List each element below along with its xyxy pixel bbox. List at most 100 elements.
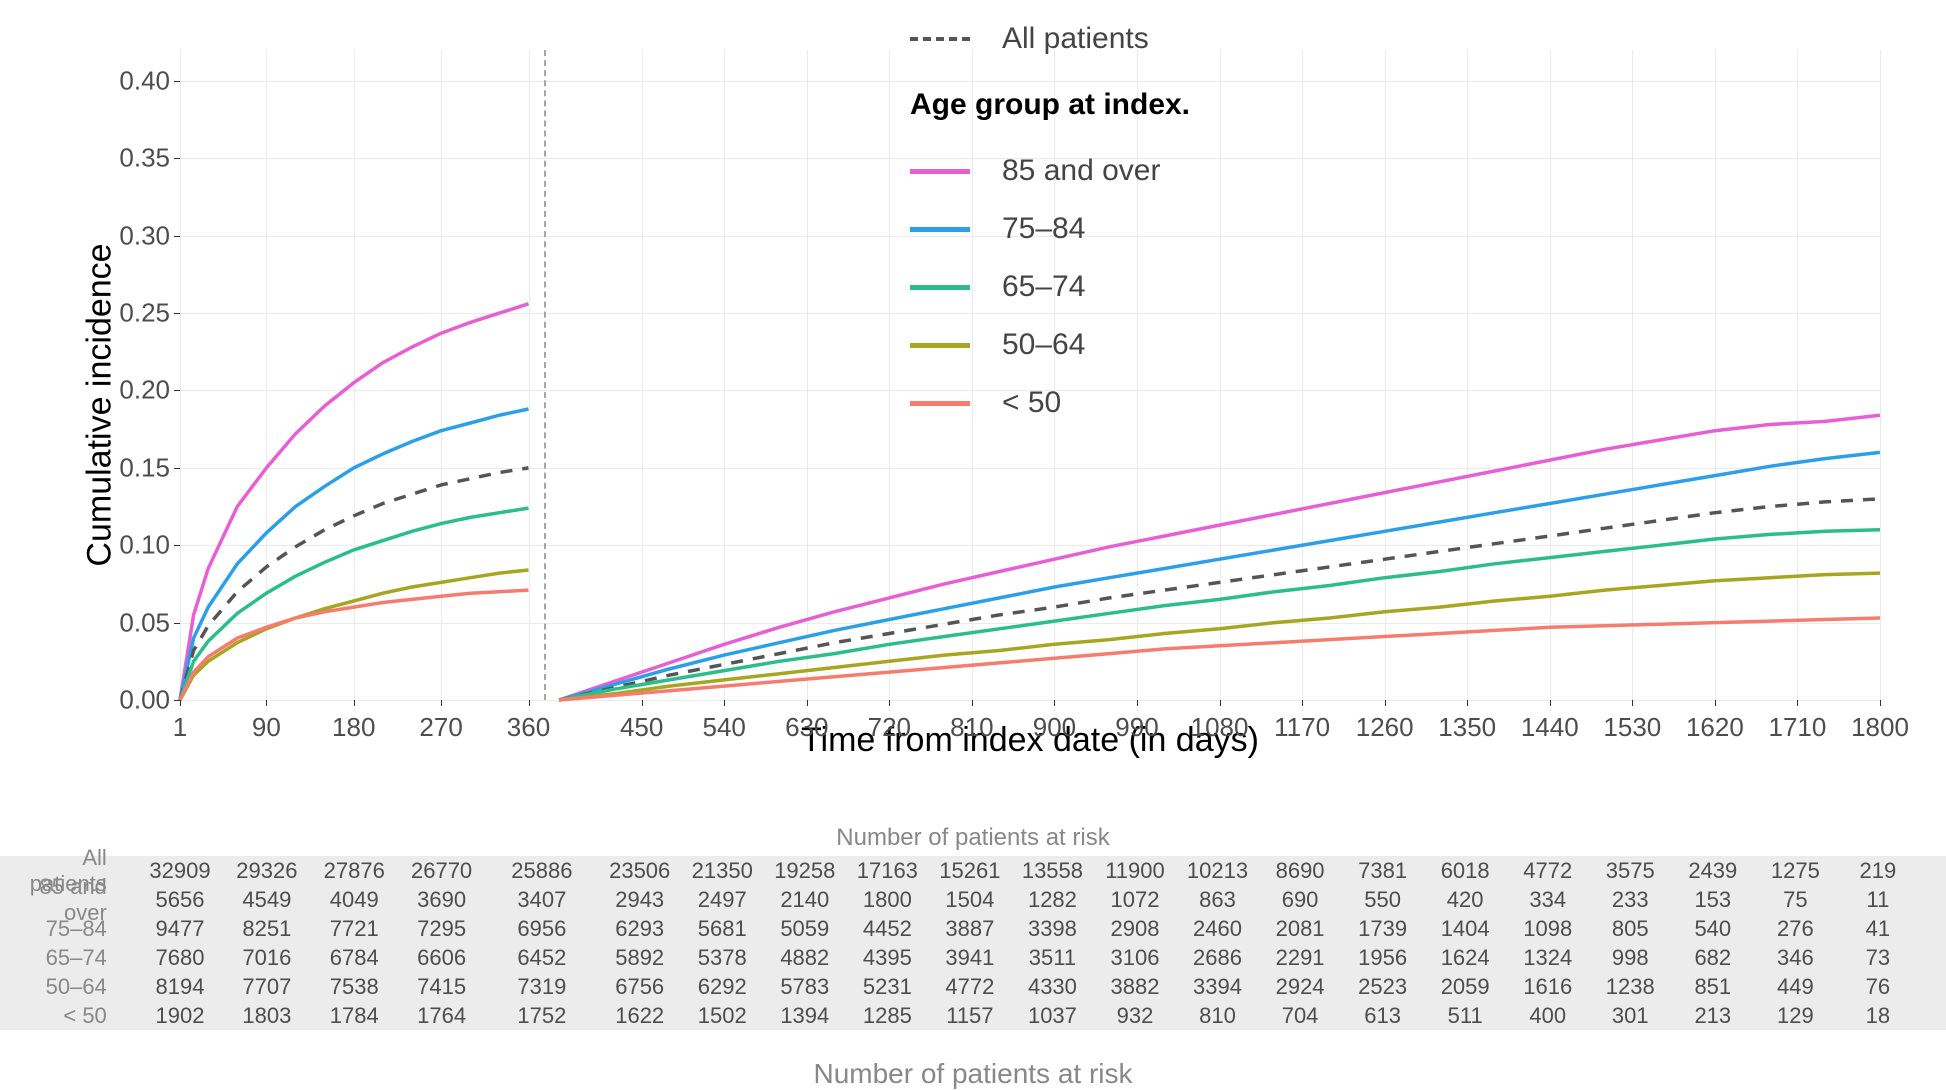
risk-cell: 5656 <box>137 887 223 913</box>
risk-cell: 4549 <box>223 887 310 913</box>
risk-table-row: 75–8494778251772172956956629356815059445… <box>0 914 1946 943</box>
x-tick-label: 1530 <box>1603 712 1661 743</box>
x-tick-mark <box>1137 700 1138 706</box>
risk-cell: 75 <box>1754 887 1837 913</box>
x-tick-mark <box>1385 700 1386 706</box>
risk-cell: 1238 <box>1589 974 1672 1000</box>
x-tick-label: 90 <box>252 712 281 743</box>
y-axis-title: Cumulative incidence <box>81 243 120 566</box>
risk-cell: 7295 <box>398 916 485 942</box>
risk-row-label: < 50 <box>0 1003 137 1029</box>
risk-row-label: 75–84 <box>0 916 137 942</box>
legend-item: 75–84 <box>910 200 1330 258</box>
x-tick-mark <box>1797 700 1798 706</box>
x-tick-mark <box>180 700 181 706</box>
gridline-horizontal <box>180 700 1880 701</box>
risk-cell: 7415 <box>398 974 485 1000</box>
risk-cell: 3511 <box>1011 945 1094 971</box>
risk-cell: 2439 <box>1672 858 1755 884</box>
series-line-age_75_84 <box>180 409 529 700</box>
x-tick-label: 450 <box>620 712 663 743</box>
risk-cell: 1616 <box>1506 974 1589 1000</box>
risk-cell: 1037 <box>1011 1003 1094 1029</box>
risk-cell: 7721 <box>311 916 398 942</box>
risk-cell: 4772 <box>929 974 1012 1000</box>
risk-cell: 1622 <box>598 1003 681 1029</box>
risk-cell: 6956 <box>485 916 598 942</box>
risk-cell: 73 <box>1837 945 1920 971</box>
risk-cell: 863 <box>1176 887 1259 913</box>
y-tick-mark <box>174 468 180 469</box>
y-tick-label: 0.35 <box>119 143 170 174</box>
risk-cell: 17163 <box>846 858 929 884</box>
x-tick-label: 1800 <box>1851 712 1909 743</box>
x-tick-mark <box>1467 700 1468 706</box>
risk-cell: 1739 <box>1341 916 1424 942</box>
series-line-age_65_74 <box>180 508 529 700</box>
risk-cell: 346 <box>1754 945 1837 971</box>
risk-cell: 1752 <box>485 1003 598 1029</box>
risk-cell: 5059 <box>764 916 847 942</box>
x-tick-mark <box>354 700 355 706</box>
risk-cell: 276 <box>1754 916 1837 942</box>
x-tick-mark <box>724 700 725 706</box>
legend-swatch <box>910 343 970 348</box>
legend-item-all-patients: All patients <box>910 10 1330 68</box>
risk-cell: 2908 <box>1094 916 1177 942</box>
risk-cell: 6292 <box>681 974 764 1000</box>
risk-cell: 26770 <box>398 858 485 884</box>
risk-cell: 2686 <box>1176 945 1259 971</box>
x-tick-label: 720 <box>868 712 911 743</box>
risk-cell: 4772 <box>1506 858 1589 884</box>
risk-cell: 3887 <box>929 916 1012 942</box>
x-tick-label: 1440 <box>1521 712 1579 743</box>
risk-cell: 27876 <box>311 858 398 884</box>
legend-label: 65–74 <box>1002 270 1085 304</box>
risk-cell: 7381 <box>1341 858 1424 884</box>
risk-cell: 1285 <box>846 1003 929 1029</box>
risk-cell: 1394 <box>764 1003 847 1029</box>
risk-cell: 1098 <box>1506 916 1589 942</box>
y-tick-label: 0.00 <box>119 685 170 716</box>
series-line-all <box>180 468 529 700</box>
x-tick-label: 1710 <box>1769 712 1827 743</box>
risk-cell: 9477 <box>137 916 223 942</box>
risk-cell: 41 <box>1837 916 1920 942</box>
panel-divider-line <box>544 50 546 700</box>
x-tick-label: 630 <box>785 712 828 743</box>
risk-cell: 5378 <box>681 945 764 971</box>
risk-cell: 2140 <box>764 887 847 913</box>
risk-table: Number of patients at risk All patients3… <box>0 820 1946 1090</box>
risk-cell: 6018 <box>1424 858 1507 884</box>
series-line-age_75_84 <box>559 452 1880 700</box>
risk-cell: 550 <box>1341 887 1424 913</box>
risk-cell: 2497 <box>681 887 764 913</box>
risk-cell: 1282 <box>1011 887 1094 913</box>
risk-cell: 6293 <box>598 916 681 942</box>
risk-cell: 1956 <box>1341 945 1424 971</box>
risk-table-row: All patients3290929326278762677025886235… <box>0 856 1946 885</box>
y-tick-mark <box>174 158 180 159</box>
legend: All patients Age group at index. 85 and … <box>910 10 1330 432</box>
risk-cell: 1800 <box>846 887 929 913</box>
risk-cell: 704 <box>1259 1003 1342 1029</box>
risk-cell: 5681 <box>681 916 764 942</box>
x-tick-mark <box>972 700 973 706</box>
risk-cell: 129 <box>1754 1003 1837 1029</box>
risk-cell: 1902 <box>137 1003 223 1029</box>
y-tick-mark <box>174 390 180 391</box>
y-tick-label: 0.20 <box>119 375 170 406</box>
x-tick-label: 270 <box>419 712 462 743</box>
risk-cell: 7680 <box>137 945 223 971</box>
risk-cell: 5783 <box>764 974 847 1000</box>
risk-cell: 3882 <box>1094 974 1177 1000</box>
risk-cell: 3398 <box>1011 916 1094 942</box>
risk-cell: 153 <box>1672 887 1755 913</box>
dashed-line-swatch <box>910 37 970 41</box>
risk-cell: 213 <box>1672 1003 1755 1029</box>
legend-swatch <box>910 285 970 290</box>
y-tick-mark <box>174 81 180 82</box>
x-tick-label: 1170 <box>1274 712 1330 743</box>
x-tick-label: 1260 <box>1356 712 1414 743</box>
risk-cell: 334 <box>1506 887 1589 913</box>
